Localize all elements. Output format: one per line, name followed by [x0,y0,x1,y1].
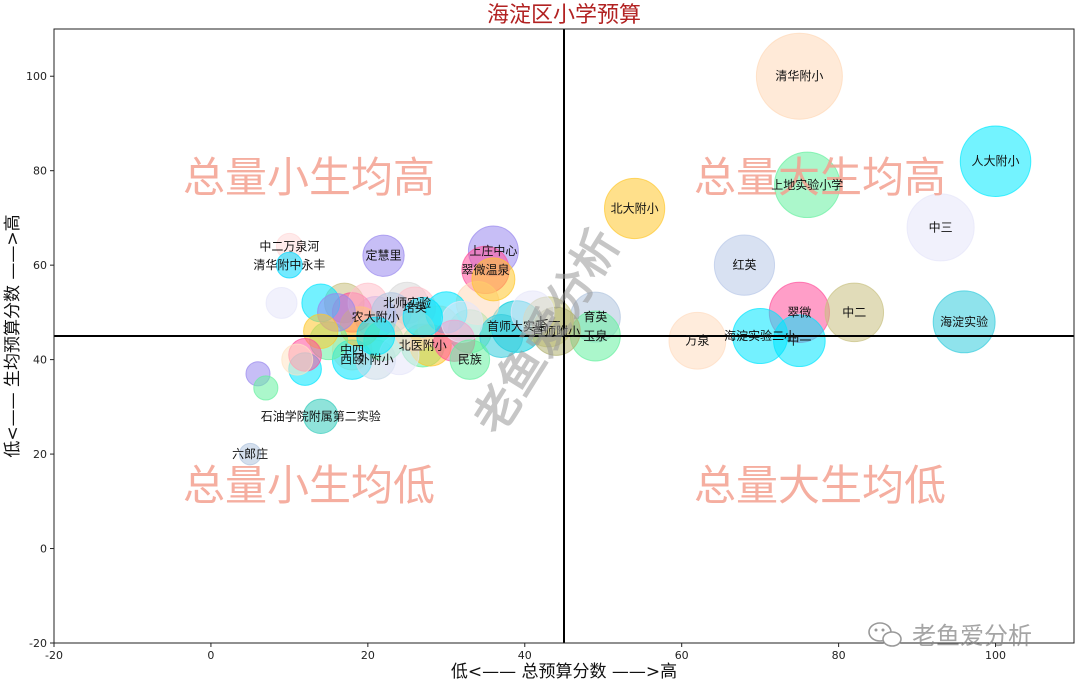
bubble-point [604,177,666,240]
bubble-label: 海淀实验 [940,314,988,329]
bubble-label: 民族 [458,353,482,367]
bubble-label: 石油学院附属第二实验 [261,408,381,423]
bubble-label: 海淀实验二小 [724,328,796,343]
bubble-point [755,32,843,120]
y-tick-label: 100 [26,70,47,83]
bubble-point [713,234,776,296]
bubble-label: 西颐 [340,353,364,367]
bubble-point [275,251,303,279]
bubble-label: 北大附小 [611,201,659,215]
x-tick-label: 80 [832,649,846,662]
bubble-label: 首师大实验 [487,319,547,334]
bubble-point [906,193,975,262]
bubble-label: 中二 [842,304,866,319]
x-axis-title: 低<—— 总预算分数 ——>高 [451,662,677,682]
bubble-point [265,286,298,319]
bubble-label: 清华附小 [775,69,823,83]
y-tick-label: 40 [33,354,47,367]
reference-lines [54,29,1074,643]
bubble-label: 玉泉 [583,329,607,343]
x-tick-label: -20 [45,649,63,662]
bubble-label: 人大附小 [972,154,1020,168]
plot-frame [53,28,1075,644]
bubble-point [303,398,339,434]
y-tick-label: -20 [29,637,47,650]
bubble-label: 中一 [787,333,811,348]
bubble-label: 清华附中永丰 [253,257,325,272]
bubble-label: 中二万泉河 [259,238,319,253]
y-tick-label: 60 [33,259,47,272]
bubble-label: 首师附小 [532,324,580,338]
quadrant-label-layer: 总量小生均高 总量大生均高 总量小生均低 总量大生均低 [183,153,946,510]
bubble-point [774,151,841,219]
bubble-label: 北师实验 [383,295,431,310]
y-tick-label: 20 [33,448,47,461]
bubble-label: 育英 [583,309,607,324]
bubble-label: 七一 [536,315,560,329]
bubble-point [773,314,826,368]
wechat-icon [868,622,902,647]
y-axis-title: 低<—— 生均预算分数 ——>高 [3,214,23,457]
bubble-label: 培英 [403,300,427,315]
bubble-label: 北医附小 [399,338,447,352]
quadrant-top-left: 总量小生均高 [183,153,435,202]
bubble-label: 万泉 [685,334,709,348]
quadrant-bottom-left: 总量小生均低 [183,461,435,510]
bubble-label: 中四 [340,342,364,357]
bubble-label: 六郎庄 [232,446,268,461]
y-tick-label: 0 [40,543,47,556]
y-tick-label: 80 [33,165,47,178]
x-tick-label: 20 [361,649,375,662]
bubble-point [449,339,491,380]
bubble-point [238,442,262,466]
bubble-label: 红英 [732,257,756,272]
bubble-point [824,282,885,343]
bubble-label: 翠微温泉 [462,263,510,277]
bubble-label: 中三 [929,219,953,234]
x-tick-label: 0 [207,649,214,662]
bubble-label: 农大附小 [352,310,400,324]
bubble-label: 外附小 [358,353,394,367]
bubble-label: 上庄中心 [469,243,517,258]
bubble-label: 翠微 [787,305,811,319]
quadrant-top-right: 总量大生均高 [694,153,946,202]
x-axis-ticks: -20 0 20 40 60 80 100 [45,643,1006,662]
bubble-point [253,375,279,401]
brand-text: 老鱼爱分析 [912,622,1032,650]
bubble-label: 定慧里 [366,248,402,263]
bubble-point [362,234,405,277]
x-tick-label: 40 [518,649,532,662]
bubble-point [668,311,727,370]
brand-badge: 老鱼爱分析 [868,622,1032,650]
y-axis-ticks: -20 0 20 40 60 80 100 [26,70,54,650]
bubble-label: 上地实验小学 [771,177,843,192]
chart-title: 海淀区小学预算 [487,3,641,28]
bubble-point [281,343,314,376]
bubble-layer [238,32,1032,466]
bubble-point [471,257,516,302]
bubble-point [510,290,555,335]
x-tick-label: 100 [985,649,1006,662]
x-tick-label: 60 [675,649,689,662]
bubble-point [959,125,1032,198]
bubble-point [932,290,996,354]
quadrant-bottom-right: 总量大生均低 [694,461,946,510]
